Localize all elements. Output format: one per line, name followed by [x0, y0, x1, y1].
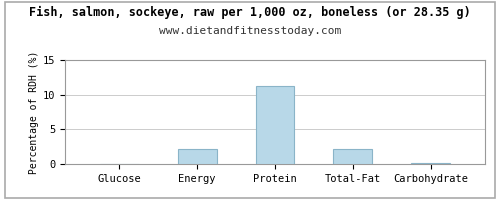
Bar [411, 163, 450, 164]
Bar [334, 149, 372, 164]
Text: www.dietandfitnesstoday.com: www.dietandfitnesstoday.com [159, 26, 341, 36]
Text: Fish, salmon, sockeye, raw per 1,000 oz, boneless (or 28.35 g): Fish, salmon, sockeye, raw per 1,000 oz,… [29, 6, 471, 19]
Y-axis label: Percentage of RDH (%): Percentage of RDH (%) [28, 50, 38, 174]
Bar [178, 149, 216, 164]
Bar [256, 86, 294, 164]
